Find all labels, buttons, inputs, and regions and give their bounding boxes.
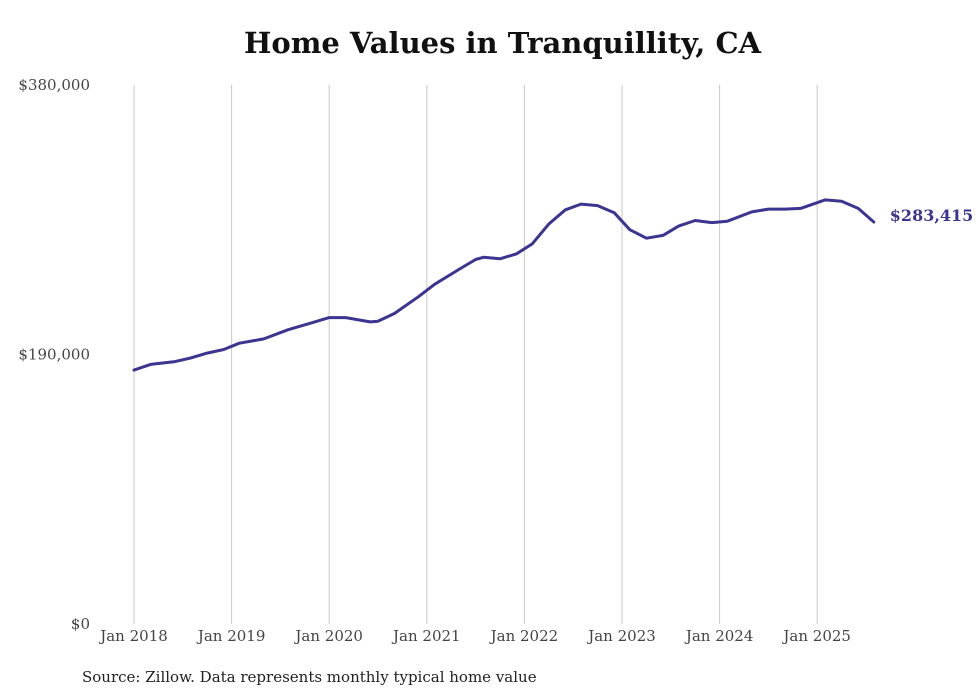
y-tick-label: $190,000 (18, 346, 90, 364)
x-tick-label: Jan 2022 (489, 627, 559, 645)
x-tick-label: Jan 2019 (196, 627, 266, 645)
x-tick-label: Jan 2023 (586, 627, 656, 645)
source-note: Source: Zillow. Data represents monthly … (82, 668, 537, 686)
y-tick-label: $380,000 (18, 76, 90, 94)
chart-title: Home Values in Tranquillity, CA (243, 26, 762, 60)
latest-value-label: $283,415 (890, 206, 974, 225)
x-tick-label: Jan 2025 (781, 627, 851, 645)
y-tick-label: $0 (71, 615, 90, 633)
x-axis-labels: Jan 2018 Jan 2019 Jan 2020 Jan 2021 Jan 2022… (98, 627, 851, 645)
x-tick-label: Jan 2018 (98, 627, 168, 645)
x-tick-label: Jan 2020 (293, 627, 363, 645)
y-axis-labels: $0 $190,000 $380,000 (18, 76, 90, 633)
x-tick-label: Jan 2024 (684, 627, 754, 645)
vertical-gridlines (133, 85, 818, 624)
home-value-line (132, 198, 876, 372)
x-tick-label: Jan 2021 (391, 627, 461, 645)
